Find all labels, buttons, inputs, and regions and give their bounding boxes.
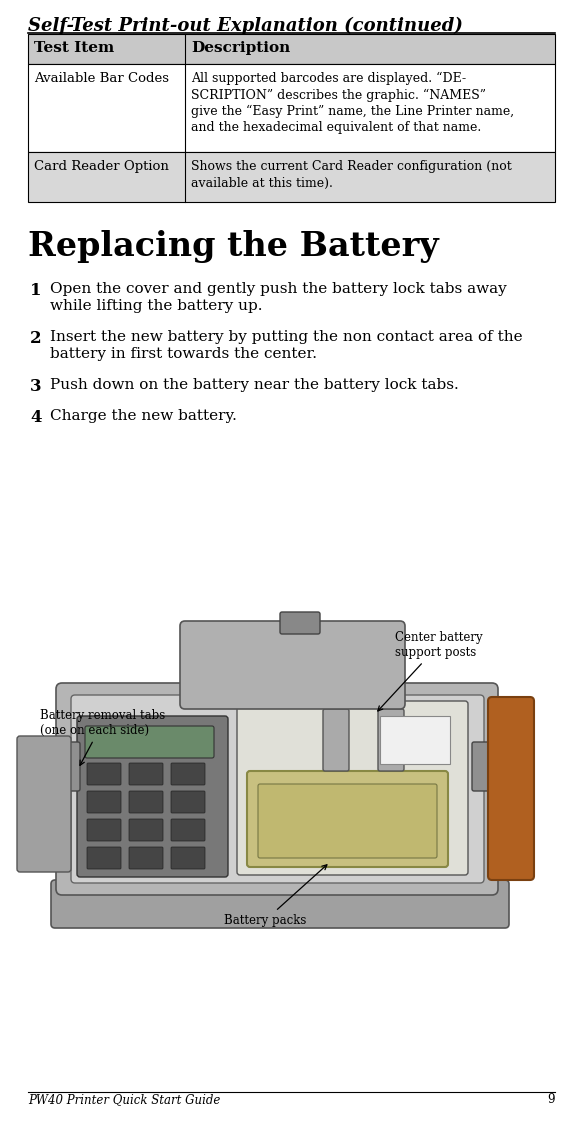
Text: SCRIPTION” describes the graphic. “NAMES”: SCRIPTION” describes the graphic. “NAMES… <box>191 89 486 102</box>
Text: 1: 1 <box>30 282 41 299</box>
FancyBboxPatch shape <box>323 709 349 771</box>
FancyBboxPatch shape <box>258 785 437 858</box>
Bar <box>380 716 450 764</box>
Bar <box>28 64 555 152</box>
Text: Open the cover and gently push the battery lock tabs away: Open the cover and gently push the batte… <box>50 282 507 296</box>
Text: 3: 3 <box>30 378 41 395</box>
FancyBboxPatch shape <box>129 847 163 869</box>
Text: Card Reader Option: Card Reader Option <box>34 160 169 173</box>
Bar <box>28 152 555 202</box>
Text: while lifting the battery up.: while lifting the battery up. <box>50 299 262 312</box>
Text: 9: 9 <box>547 1093 555 1106</box>
FancyBboxPatch shape <box>378 709 404 771</box>
Text: All supported barcodes are displayed. “DE-: All supported barcodes are displayed. “D… <box>191 72 466 85</box>
FancyBboxPatch shape <box>247 771 448 867</box>
FancyBboxPatch shape <box>171 791 205 813</box>
FancyBboxPatch shape <box>280 611 320 634</box>
FancyBboxPatch shape <box>237 701 468 874</box>
Text: PW40 Printer Quick Start Guide: PW40 Printer Quick Start Guide <box>28 1093 220 1106</box>
FancyBboxPatch shape <box>171 847 205 869</box>
FancyBboxPatch shape <box>129 791 163 813</box>
FancyBboxPatch shape <box>71 695 484 883</box>
FancyBboxPatch shape <box>129 763 163 785</box>
Text: 4: 4 <box>30 409 41 426</box>
Text: Battery removal tabs
(one on each side): Battery removal tabs (one on each side) <box>40 709 165 765</box>
Text: available at this time).: available at this time). <box>191 176 333 190</box>
Text: Insert the new battery by putting the non contact area of the: Insert the new battery by putting the no… <box>50 330 522 344</box>
FancyBboxPatch shape <box>129 819 163 841</box>
Text: battery in first towards the center.: battery in first towards the center. <box>50 347 317 361</box>
FancyBboxPatch shape <box>60 742 80 791</box>
FancyBboxPatch shape <box>180 620 405 709</box>
Text: Test Item: Test Item <box>34 40 114 55</box>
FancyBboxPatch shape <box>171 763 205 785</box>
Text: 2: 2 <box>30 330 41 347</box>
Bar <box>28 34 555 64</box>
Text: Push down on the battery near the battery lock tabs.: Push down on the battery near the batter… <box>50 378 459 392</box>
FancyBboxPatch shape <box>87 819 121 841</box>
FancyBboxPatch shape <box>171 819 205 841</box>
FancyBboxPatch shape <box>85 726 214 758</box>
FancyBboxPatch shape <box>17 736 71 872</box>
FancyBboxPatch shape <box>87 763 121 785</box>
Text: Center battery
support posts: Center battery support posts <box>378 631 483 711</box>
FancyBboxPatch shape <box>56 683 498 895</box>
Text: Description: Description <box>191 40 290 55</box>
Text: Battery packs: Battery packs <box>224 864 327 927</box>
Text: Replacing the Battery: Replacing the Battery <box>28 230 439 263</box>
Text: Available Bar Codes: Available Bar Codes <box>34 72 169 85</box>
FancyBboxPatch shape <box>87 791 121 813</box>
Text: Charge the new battery.: Charge the new battery. <box>50 409 237 423</box>
FancyBboxPatch shape <box>488 697 534 880</box>
FancyBboxPatch shape <box>51 880 509 928</box>
Text: and the hexadecimal equivalent of that name.: and the hexadecimal equivalent of that n… <box>191 121 481 135</box>
FancyBboxPatch shape <box>87 847 121 869</box>
FancyBboxPatch shape <box>77 716 228 877</box>
FancyBboxPatch shape <box>472 742 492 791</box>
Text: give the “Easy Print” name, the Line Printer name,: give the “Easy Print” name, the Line Pri… <box>191 105 514 118</box>
Text: Self-Test Print-out Explanation (continued): Self-Test Print-out Explanation (continu… <box>28 17 463 35</box>
Text: Shows the current Card Reader configuration (not: Shows the current Card Reader configurat… <box>191 160 512 173</box>
